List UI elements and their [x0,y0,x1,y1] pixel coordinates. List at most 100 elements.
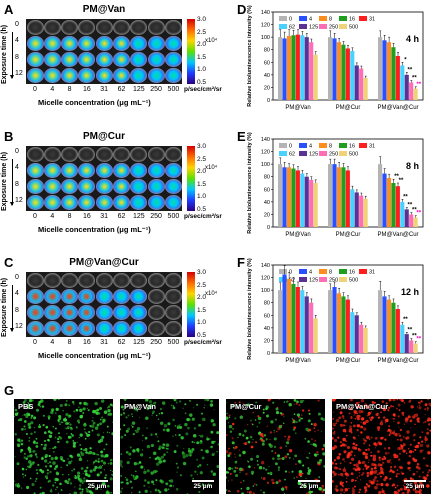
bacterium [390,405,393,408]
bacterium [401,447,404,450]
y-tick-label: 140 [261,137,270,143]
bacterium [416,462,420,466]
significance-mark: ** [403,317,408,323]
bar [278,164,283,227]
bacterium [208,438,211,440]
bacterium [262,491,265,494]
bacterium [410,405,414,409]
well [130,195,148,211]
well [147,179,165,195]
bacterium [380,467,384,472]
bacterium [258,466,263,470]
bacterium [342,469,344,471]
bacterium [359,488,362,491]
well [130,35,148,51]
bar [378,164,383,227]
bacterium [314,430,316,433]
significance-mark: * [404,57,407,63]
well [95,146,113,162]
bacterium [167,448,169,450]
bacterium [343,467,346,469]
bacterium [358,472,361,474]
bacterium [132,449,136,453]
bacterium [60,417,62,419]
bacterium [49,464,52,468]
bacterium [424,408,427,411]
bacterium [145,399,149,402]
bacterium [100,450,104,454]
bacterium [20,427,24,431]
bacterium [353,454,356,457]
bacterium [170,404,173,407]
concentration-tick: 500 [167,86,180,93]
bacterium [358,491,361,494]
bacterium [46,472,49,475]
bar [295,287,300,353]
bacterium [172,405,175,407]
bacterium [362,451,366,456]
bacterium [144,436,148,440]
bacterium [393,420,395,423]
colorbar-tick: 3.0 [197,269,207,276]
bacterium [44,475,49,479]
colorbar-tick: 0.5 [197,78,207,86]
bacterium [358,434,360,437]
bacterium [321,461,323,463]
legend-swatch [319,24,327,29]
well [61,162,79,178]
bar [359,195,364,227]
bacterium [85,451,88,454]
bacterium [146,444,151,449]
bacterium [146,469,150,473]
row-time-label: 12 [15,69,23,77]
bacterium [212,472,217,476]
bacterium [97,423,99,425]
bacterium [161,446,165,449]
bacterium [317,429,319,432]
bacterium [155,401,157,404]
bar [400,324,405,353]
bacterium [208,483,210,485]
well [147,305,165,321]
bacterium [410,427,412,429]
bacterium [255,441,258,444]
colorbar-tick: 1.5 [197,53,207,61]
bar [336,167,342,227]
bacterium [91,451,95,455]
bacterium [418,475,421,478]
bacterium [340,472,344,476]
bacterium [198,434,200,437]
well [130,68,148,84]
bacterium [166,428,170,432]
bacterium [139,416,141,418]
bacterium [134,470,137,473]
well [147,68,165,84]
legend-swatch [359,269,367,274]
bacterium [362,468,365,470]
legend-swatch [339,269,347,274]
bacterium [129,457,131,460]
bacterium [22,414,24,416]
legend-entry: 62 [289,152,295,158]
bacterium [342,481,345,484]
micrograph: PM@Van@Cur 25 μm [332,399,431,494]
bacterium [107,462,110,465]
bacterium [107,405,111,408]
legend-swatch [339,151,347,156]
bacterium [342,437,346,442]
bacterium [175,487,179,491]
bacterium [369,418,373,422]
bacterium [397,403,401,407]
bacterium [179,424,181,426]
y-tick-label: 0 [267,98,270,104]
bacterium [204,399,207,401]
micrograph-image [14,399,113,494]
bacterium [240,487,243,490]
bacterium [413,439,416,442]
legend-entry: 31 [369,270,375,276]
bacterium [371,400,375,404]
bacterium [94,465,98,469]
bar [341,296,346,353]
bacterium [247,491,249,493]
bacterium [247,460,249,462]
